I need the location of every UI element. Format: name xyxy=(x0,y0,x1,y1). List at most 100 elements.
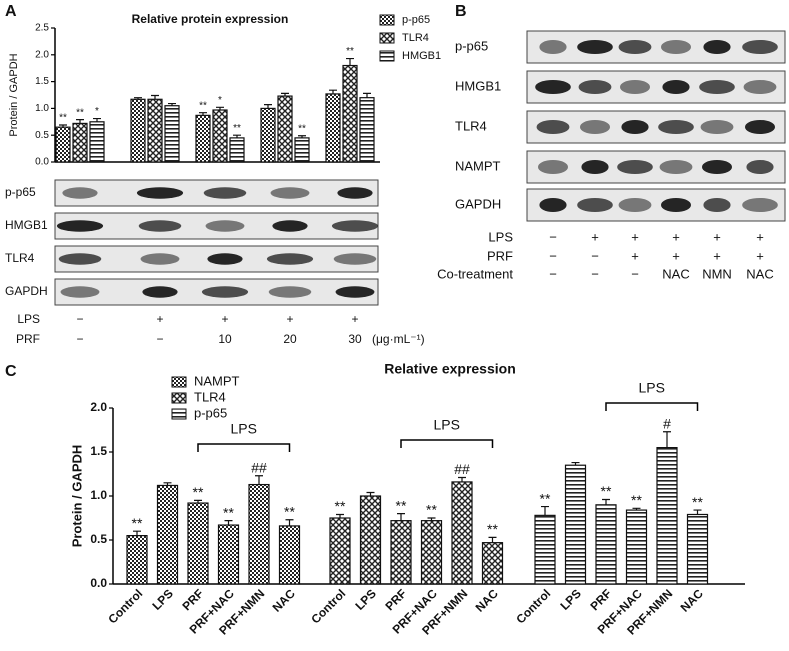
error-bar xyxy=(233,134,241,138)
bar xyxy=(481,542,504,585)
blot-row-label: p-p65 xyxy=(5,185,36,199)
error-bar xyxy=(285,519,294,526)
blot-row-label: GAPDH xyxy=(455,196,501,211)
blot-band xyxy=(742,39,778,55)
bar xyxy=(260,107,276,163)
error-bar xyxy=(488,536,497,543)
error-bar xyxy=(151,94,159,100)
error-bar xyxy=(168,102,176,106)
condition-value: − xyxy=(76,312,83,326)
error-bar xyxy=(693,509,702,515)
y-tick-label: 0.0 xyxy=(35,157,49,168)
x-tick-label: NAC xyxy=(473,586,502,615)
bar xyxy=(229,137,245,163)
legend-swatch xyxy=(379,14,395,26)
bar xyxy=(342,64,358,163)
condition-value: + xyxy=(672,248,680,263)
error-bar xyxy=(663,431,671,448)
blot-band xyxy=(136,187,184,199)
legend-swatch xyxy=(379,50,395,62)
error-bar xyxy=(133,530,141,536)
blot-band xyxy=(743,79,777,95)
error-bar xyxy=(134,97,142,100)
panel-label: B xyxy=(455,3,467,20)
bar xyxy=(390,520,412,585)
error-bar xyxy=(298,135,306,138)
bar xyxy=(325,93,341,163)
condition-value: + xyxy=(756,248,764,263)
condition-value: + xyxy=(713,229,721,244)
bar xyxy=(451,481,473,585)
blot-band xyxy=(701,159,733,175)
condition-value: + xyxy=(631,248,639,263)
blot-band xyxy=(205,220,245,232)
significance-label: ** xyxy=(487,521,498,537)
blot-band xyxy=(536,119,570,135)
significance-label: ** xyxy=(193,484,204,500)
significance-label: * xyxy=(218,95,222,106)
panel-label: C xyxy=(5,363,17,380)
x-tick-label: PRF xyxy=(179,586,206,613)
x-tick-label: NAC xyxy=(270,586,299,615)
bar xyxy=(656,447,678,585)
legend-swatch xyxy=(171,376,187,388)
significance-label: ** xyxy=(335,498,346,514)
blot-band xyxy=(659,159,693,175)
bar xyxy=(72,122,88,163)
legend-label: NAMPT xyxy=(194,373,240,388)
bar xyxy=(217,524,240,585)
condition-value: + xyxy=(221,312,228,326)
significance-label: ** xyxy=(601,483,612,499)
significance-label: ** xyxy=(59,113,67,124)
error-bar xyxy=(346,57,354,66)
blot-band xyxy=(58,253,102,265)
significance-label: ** xyxy=(76,107,84,118)
y-tick-label: 2.0 xyxy=(90,400,107,414)
blot-band xyxy=(333,253,377,265)
blot-row-label: HMGB1 xyxy=(5,218,48,232)
blot-band xyxy=(337,187,373,199)
significance-label: ** xyxy=(223,504,234,520)
error-bar xyxy=(366,491,375,496)
bar xyxy=(130,98,146,163)
bracket xyxy=(400,439,494,448)
error-bar xyxy=(336,513,344,518)
y-tick-label: 1.0 xyxy=(90,488,107,502)
blot-strip xyxy=(526,188,786,222)
x-tick-label: LPS xyxy=(149,586,175,612)
condition-value: − xyxy=(156,332,163,346)
error-bar xyxy=(59,124,67,128)
error-bar xyxy=(571,461,580,466)
blot-band xyxy=(577,197,613,213)
blot-band xyxy=(618,197,652,213)
error-bar xyxy=(264,104,272,109)
condition-value: NAC xyxy=(662,266,689,281)
significance-label: ** xyxy=(233,123,241,134)
condition-value: + xyxy=(672,229,680,244)
significance-label: ## xyxy=(454,461,470,477)
error-bar xyxy=(163,482,172,486)
blot-band xyxy=(662,79,690,95)
condition-value: + xyxy=(351,312,358,326)
blot-band xyxy=(138,220,182,232)
blot-band xyxy=(272,220,308,232)
bar xyxy=(359,97,375,163)
blot-band xyxy=(535,79,571,95)
unit-label: (μg·mL⁻¹) xyxy=(372,332,425,346)
blot-row-label: TLR4 xyxy=(455,118,487,133)
error-bar xyxy=(632,507,641,511)
x-tick-label: Control xyxy=(513,586,553,626)
bar xyxy=(564,464,587,585)
bar xyxy=(126,534,148,585)
error-bar xyxy=(602,498,610,505)
significance-label: ** xyxy=(132,515,143,531)
error-bar xyxy=(76,119,84,124)
blot-band xyxy=(207,253,243,265)
bar xyxy=(212,109,228,163)
blot-band xyxy=(539,39,567,55)
significance-label: ** xyxy=(692,494,703,510)
blot-band xyxy=(140,253,180,265)
significance-label: ** xyxy=(284,503,295,519)
blot-band xyxy=(746,159,774,175)
bar xyxy=(187,502,209,585)
